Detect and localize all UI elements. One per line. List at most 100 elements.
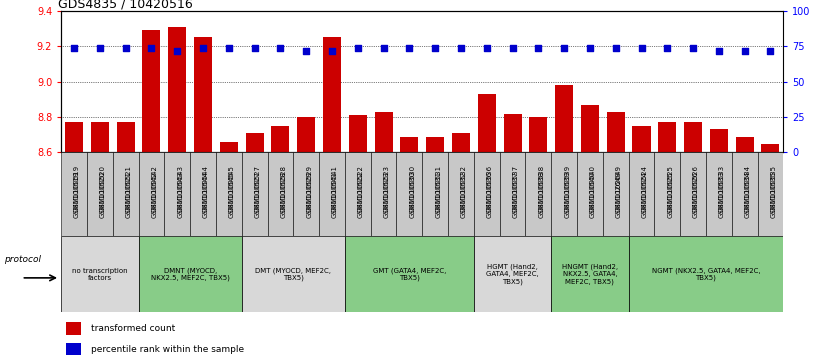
Bar (143, 30, 161, 152)
Bar (370, 152, 397, 236)
Text: transformed count: transformed count (91, 325, 175, 334)
Bar (426, 136, 444, 152)
Text: GSM1100523: GSM1100523 (384, 171, 389, 218)
Text: GSM1100524: GSM1100524 (641, 165, 648, 212)
Bar (706, 152, 732, 236)
Bar (530, 117, 548, 152)
Text: GSM1100544: GSM1100544 (203, 171, 209, 218)
Bar (477, 94, 496, 152)
Point (455, 45, 468, 50)
Bar (91, 122, 109, 152)
Point (661, 45, 674, 50)
Text: GSM1100544: GSM1100544 (203, 165, 209, 212)
Point (171, 48, 184, 53)
Text: GSM1100540: GSM1100540 (590, 165, 596, 212)
Text: GSM1100541: GSM1100541 (332, 165, 338, 212)
Text: GSM1100542: GSM1100542 (152, 171, 157, 218)
Text: GSM1100540: GSM1100540 (590, 171, 596, 218)
Text: GDS4835 / 10420516: GDS4835 / 10420516 (58, 0, 193, 11)
Text: GSM1100521: GSM1100521 (126, 171, 131, 218)
Bar (577, 152, 603, 236)
Bar (552, 236, 628, 312)
Text: DMNT (MYOCD,
NKX2.5, MEF2C, TBX5): DMNT (MYOCD, NKX2.5, MEF2C, TBX5) (151, 267, 229, 281)
Bar (323, 37, 341, 152)
Text: GSM1100539: GSM1100539 (564, 165, 570, 212)
Text: GSM1100528: GSM1100528 (281, 171, 286, 218)
Point (481, 45, 494, 50)
Point (248, 45, 261, 50)
Bar (87, 152, 113, 236)
Text: no transcription
factors: no transcription factors (72, 268, 127, 281)
Text: GSM1100532: GSM1100532 (461, 171, 467, 218)
Bar (397, 152, 423, 236)
Bar (581, 105, 599, 152)
Bar (375, 112, 392, 152)
Text: percentile rank within the sample: percentile rank within the sample (91, 345, 244, 354)
Text: GSM1100534: GSM1100534 (745, 171, 751, 218)
Text: GSM1100528: GSM1100528 (281, 165, 286, 212)
Point (506, 45, 519, 50)
Bar (297, 117, 315, 152)
Bar (194, 37, 212, 152)
Text: HGMT (Hand2,
GATA4, MEF2C,
TBX5): HGMT (Hand2, GATA4, MEF2C, TBX5) (486, 264, 539, 285)
Bar (66, 343, 81, 355)
Bar (628, 152, 654, 236)
Bar (168, 27, 186, 152)
Text: GSM1102649: GSM1102649 (616, 165, 622, 212)
Point (377, 45, 390, 50)
Point (712, 48, 725, 53)
Point (532, 45, 545, 50)
Point (610, 45, 623, 50)
Bar (632, 126, 650, 152)
Text: GSM1100529: GSM1100529 (306, 171, 313, 218)
Text: GSM1100524: GSM1100524 (641, 171, 648, 218)
Text: GSM1100526: GSM1100526 (693, 171, 699, 218)
Point (738, 48, 752, 53)
Point (351, 45, 364, 50)
Text: GSM1100526: GSM1100526 (693, 165, 699, 212)
Text: GSM1100525: GSM1100525 (667, 165, 673, 212)
Text: GSM1100525: GSM1100525 (667, 171, 673, 218)
Bar (348, 115, 367, 152)
Point (326, 48, 339, 53)
Bar (242, 152, 268, 236)
Text: GSM1100535: GSM1100535 (770, 171, 777, 218)
Bar (242, 236, 345, 312)
Text: HNGMT (Hand2,
NKX2.5, GATA4,
MEF2C, TBX5): HNGMT (Hand2, NKX2.5, GATA4, MEF2C, TBX5… (562, 264, 618, 285)
Bar (761, 144, 779, 152)
Text: GSM1102649: GSM1102649 (616, 171, 622, 218)
Bar (452, 133, 470, 152)
Bar (65, 122, 83, 152)
Bar (216, 152, 242, 236)
Bar (61, 152, 87, 236)
Point (428, 45, 441, 50)
Bar (603, 152, 628, 236)
Bar (654, 152, 681, 236)
Text: GSM1100534: GSM1100534 (745, 165, 751, 212)
Text: GSM1100542: GSM1100542 (152, 165, 157, 212)
Text: GSM1100535: GSM1100535 (770, 165, 777, 212)
Bar (401, 136, 419, 152)
Text: GSM1100536: GSM1100536 (487, 171, 493, 218)
Text: protocol: protocol (4, 255, 41, 264)
Text: GSM1100519: GSM1100519 (74, 165, 80, 212)
Text: GSM1100521: GSM1100521 (126, 165, 131, 212)
Point (299, 48, 313, 53)
Bar (220, 142, 238, 152)
Bar (164, 152, 190, 236)
Bar (732, 152, 757, 236)
Bar (681, 152, 706, 236)
Point (274, 45, 287, 50)
Bar (628, 236, 783, 312)
Point (583, 45, 596, 50)
Text: GSM1100530: GSM1100530 (410, 165, 415, 212)
Bar (139, 152, 164, 236)
Text: GSM1100543: GSM1100543 (177, 171, 184, 218)
Bar (246, 133, 264, 152)
Bar (345, 236, 474, 312)
Point (197, 45, 210, 50)
Bar (555, 85, 573, 152)
Point (403, 45, 416, 50)
Text: GSM1100533: GSM1100533 (719, 165, 725, 212)
Text: NGMT (NKX2.5, GATA4, MEF2C,
TBX5): NGMT (NKX2.5, GATA4, MEF2C, TBX5) (652, 267, 761, 281)
